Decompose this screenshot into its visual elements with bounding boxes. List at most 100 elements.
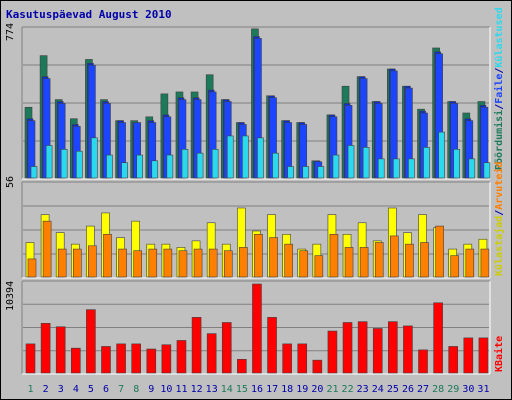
bar-kbaite-5 (86, 309, 96, 374)
bar-prdumisi-24 (377, 158, 385, 179)
bar-arvuteid-26 (405, 243, 414, 278)
bar-arvuteid-18 (284, 243, 293, 278)
bar-arvuteid-30 (465, 248, 475, 278)
bar-arvuteid-21 (329, 233, 339, 278)
bar-kbaite-12 (191, 317, 202, 374)
bar-kbaite-24 (372, 328, 383, 374)
x-tick-label: 15 (236, 384, 248, 395)
bar-arvuteid-14 (223, 250, 233, 278)
bar-arvuteid-2 (42, 220, 52, 278)
bar-arvuteid-20 (314, 255, 324, 278)
bar-kbaite-31 (478, 337, 489, 374)
x-tick-label: 11 (175, 384, 187, 395)
x-tick-label: 24 (372, 384, 384, 395)
bar-arvuteid-1 (27, 258, 37, 278)
x-tick-label: 1 (28, 384, 34, 395)
bar-kbaite-1 (25, 343, 36, 374)
x-tick-label: 27 (417, 384, 429, 395)
bar-arvuteid-9 (148, 248, 158, 278)
legend-entry: / (494, 68, 505, 74)
x-tick-label: 22 (342, 384, 354, 395)
bar-arvuteid-28 (435, 225, 444, 278)
legend-bottom: KBaite (493, 336, 505, 372)
x-tick-label: 30 (462, 384, 474, 395)
x-tick-label: 26 (402, 384, 414, 395)
bar-prdumisi-14 (226, 135, 234, 179)
bar-arvuteid-13 (208, 248, 218, 278)
bar-arvuteid-29 (450, 255, 460, 278)
bar-kbaite-22 (342, 322, 353, 374)
bar-arvuteid-5 (88, 245, 97, 278)
x-tick-label: 4 (73, 384, 79, 395)
x-tick-label: 9 (148, 384, 154, 395)
bar-kbaite-30 (463, 337, 474, 374)
bar-arvuteid-12 (193, 248, 203, 278)
bar-arvuteid-17 (269, 237, 278, 278)
bar-prdumisi-30 (468, 158, 476, 179)
x-tick-label: 8 (133, 384, 139, 395)
bar-kbaite-28 (433, 302, 443, 374)
x-tick-label: 3 (58, 384, 64, 395)
x-tick-label: 13 (206, 384, 218, 395)
y-max-label: 774 (5, 23, 16, 41)
bar-arvuteid-19 (299, 250, 309, 278)
x-tick-label: 6 (103, 384, 109, 395)
chart-title: Kasutuspäevad August 2010 (6, 8, 172, 21)
bar-kbaite-11 (176, 340, 187, 374)
bar-prdumisi-8 (136, 154, 143, 179)
bar-arvuteid-7 (118, 248, 127, 278)
bar-arvuteid-27 (420, 242, 429, 278)
y-max-label: 56 (5, 176, 16, 188)
x-tick-label: 20 (311, 384, 323, 395)
bar-arvuteid-4 (72, 248, 82, 278)
legend-entry: Arvuteid (493, 162, 505, 210)
x-tick-label: 17 (266, 384, 278, 395)
bar-kbaite-10 (161, 344, 172, 374)
bar-prdumisi-19 (302, 166, 310, 179)
bar-kbaite-25 (388, 321, 398, 374)
bar-prdumisi-3 (60, 149, 68, 179)
bar-arvuteid-6 (103, 233, 112, 278)
bar-kbaite-21 (327, 330, 338, 374)
x-tick-label: 25 (387, 384, 399, 395)
legend-top: Pöördumisi/Faile/Külastused (493, 7, 505, 170)
x-tick-label: 16 (251, 384, 263, 395)
bar-prdumisi-6 (106, 154, 113, 179)
bar-prdumisi-27 (423, 147, 430, 179)
x-tick-label: 31 (477, 384, 489, 395)
bar-arvuteid-15 (239, 247, 248, 278)
bar-prdumisi-25 (393, 158, 400, 179)
bar-prdumisi-13 (211, 149, 219, 179)
bar-prdumisi-15 (242, 135, 249, 179)
x-tick-label: 21 (326, 384, 338, 395)
bar-arvuteid-3 (57, 248, 67, 278)
bar-kbaite-17 (267, 317, 277, 374)
bar-prdumisi-10 (166, 154, 174, 179)
bar-kbaite-6 (101, 346, 111, 374)
x-tick-label: 5 (88, 384, 94, 395)
bar-prdumisi-5 (91, 137, 98, 179)
legend-entry: Külastused (494, 7, 505, 67)
legend-entry: KBaite (493, 336, 505, 372)
bar-kbaite-15 (237, 358, 247, 374)
y-max-label: 10394 (5, 281, 16, 311)
bar-arvuteid-24 (374, 242, 384, 278)
bar-prdumisi-18 (287, 166, 294, 179)
bar-prdumisi-12 (196, 152, 204, 179)
bar-arvuteid-22 (344, 247, 354, 278)
legend-entry: Faile (493, 74, 505, 104)
bar-prdumisi-22 (347, 145, 355, 179)
bar-arvuteid-23 (359, 247, 369, 278)
bar-arvuteid-25 (390, 235, 399, 278)
bar-kbaite-29 (448, 346, 459, 374)
x-tick-label: 7 (118, 384, 124, 395)
legend-entry: Pöördumisi (493, 110, 505, 170)
bar-kbaite-23 (357, 321, 368, 374)
bar-kbaite-16 (252, 283, 262, 374)
bar-prdumisi-21 (332, 154, 340, 179)
bar-kbaite-8 (131, 343, 141, 374)
bar-prdumisi-29 (453, 149, 461, 179)
x-tick-label: 23 (357, 384, 369, 395)
legend-entry: / (494, 210, 505, 216)
